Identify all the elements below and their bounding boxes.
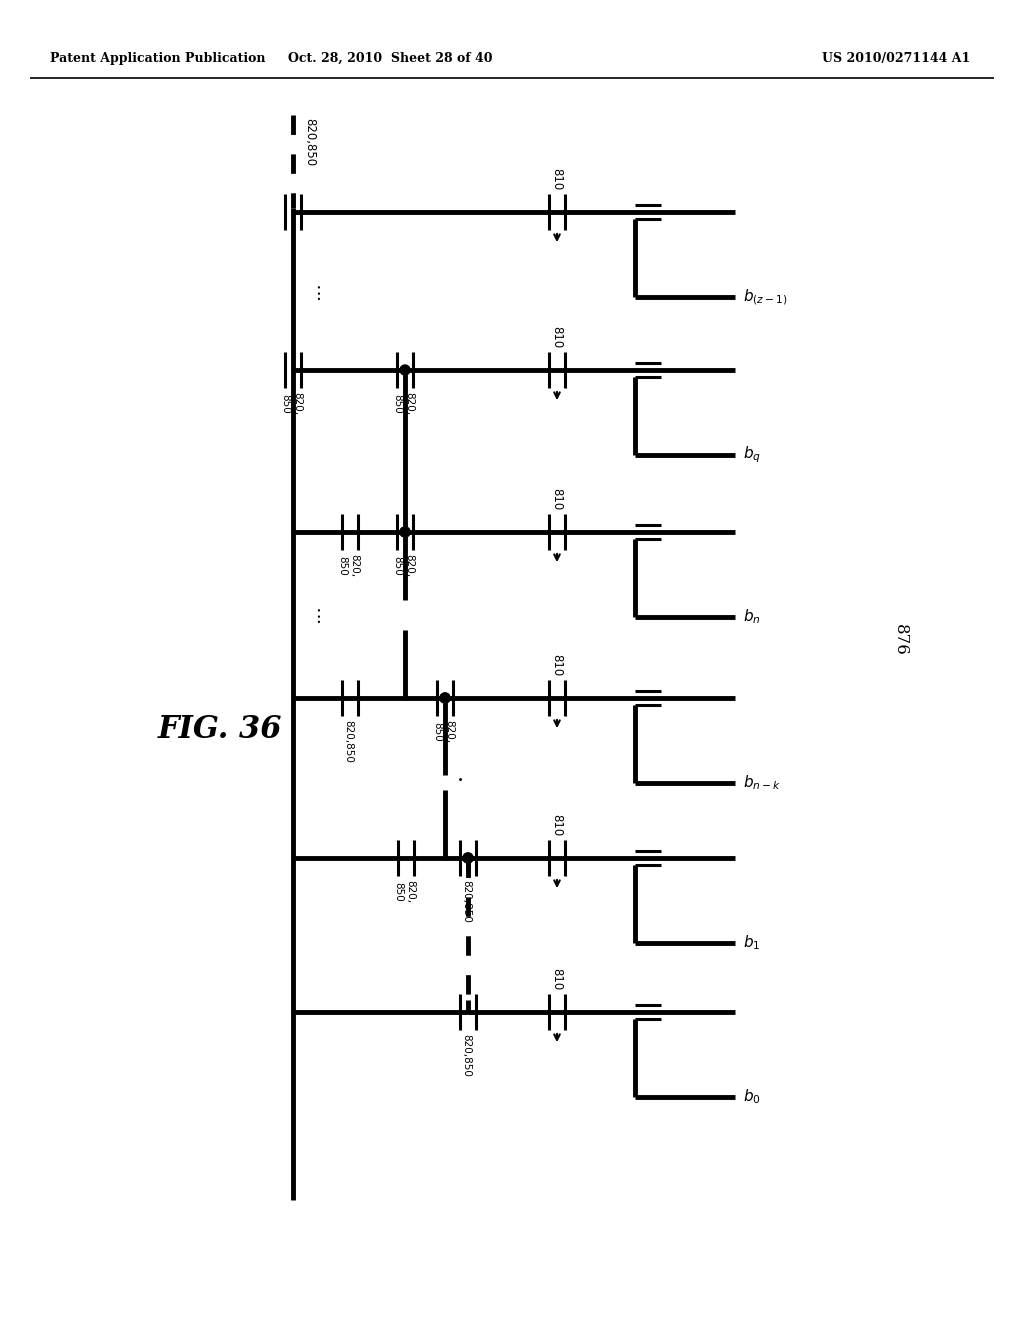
Text: 820,
850: 820, 850 [281,392,302,414]
Text: 810: 810 [551,968,563,990]
Text: 820,
850: 820, 850 [392,554,414,577]
Text: $b_{(z-1)}$: $b_{(z-1)}$ [743,288,787,306]
Text: Oct. 28, 2010  Sheet 28 of 40: Oct. 28, 2010 Sheet 28 of 40 [288,51,493,65]
Circle shape [463,853,473,863]
Text: US 2010/0271144 A1: US 2010/0271144 A1 [821,51,970,65]
Text: ...: ... [305,281,323,301]
Text: $b_n$: $b_n$ [743,607,761,627]
Text: $b_q$: $b_q$ [743,445,761,465]
Text: Patent Application Publication: Patent Application Publication [50,51,265,65]
Text: 820,
850: 820, 850 [337,554,358,577]
Text: $b_{n-k}$: $b_{n-k}$ [743,774,781,792]
Text: 820,850: 820,850 [343,719,353,763]
Text: 820,
850: 820, 850 [432,719,454,743]
Text: 876: 876 [892,624,908,656]
Text: 820,850: 820,850 [461,1034,471,1077]
Text: 810: 810 [551,168,563,190]
Text: 810: 810 [551,813,563,836]
Circle shape [440,693,450,704]
Circle shape [400,527,410,537]
Circle shape [400,527,410,537]
Text: 820,850: 820,850 [303,117,316,166]
Circle shape [440,693,450,704]
Circle shape [400,366,410,375]
Text: $b_0$: $b_0$ [743,1088,761,1106]
Text: 810: 810 [551,326,563,348]
Text: FIG. 36: FIG. 36 [158,714,283,746]
Text: .: . [457,764,464,785]
Text: 810: 810 [551,653,563,676]
Text: ...: ... [305,605,323,623]
Text: $b_1$: $b_1$ [743,933,761,952]
Text: 820,850: 820,850 [461,880,471,923]
Text: 820,
850: 820, 850 [392,392,414,414]
Text: 820,
850: 820, 850 [393,880,415,903]
Text: 810: 810 [551,488,563,510]
Circle shape [463,853,473,863]
